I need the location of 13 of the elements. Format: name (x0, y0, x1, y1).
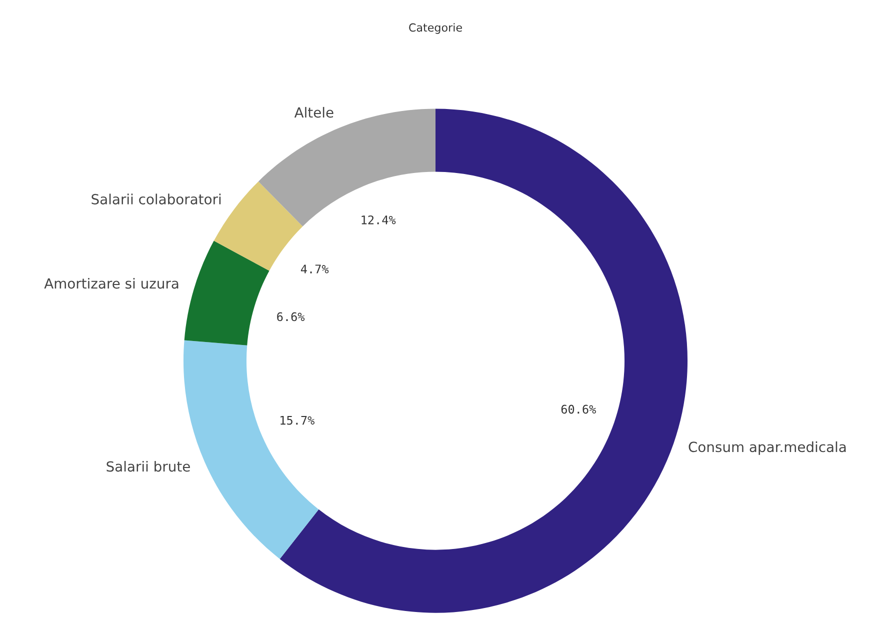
slice-label: Amortizare si uzura (44, 278, 178, 289)
donut-slice (258, 108, 436, 226)
data-label: 60.6% (561, 404, 596, 414)
chart-title: Categorie (409, 23, 462, 34)
donut-slice (184, 240, 270, 346)
slice-label: Consum apar.medicala (688, 441, 846, 455)
slice-label: Salarii brute (106, 460, 190, 472)
slice-label: Altele (294, 106, 334, 118)
data-label: 12.4% (362, 215, 396, 224)
data-label: 4.7% (300, 264, 329, 274)
data-label: 15.7% (280, 416, 314, 425)
data-label: 6.6% (277, 312, 305, 322)
slice-label: Salarii colaboratori (92, 194, 221, 204)
